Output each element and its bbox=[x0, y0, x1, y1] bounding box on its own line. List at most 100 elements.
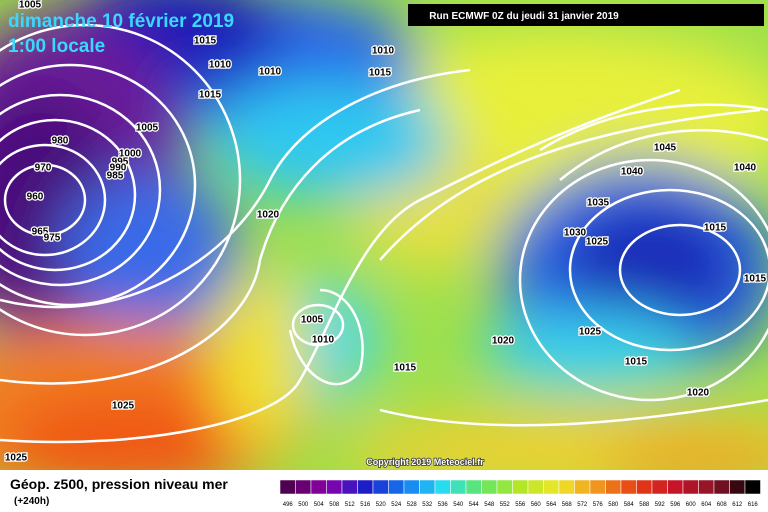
isobar-label: 975 bbox=[44, 233, 61, 244]
isobar-label: 1005 bbox=[136, 123, 159, 134]
scale-swatch bbox=[357, 479, 374, 495]
isobar-label: 1015 bbox=[625, 357, 648, 368]
isobar-label: 1010 bbox=[209, 60, 232, 71]
isobar-label: 1010 bbox=[372, 46, 395, 57]
time: 1:00 locale bbox=[8, 36, 105, 57]
scale-swatch bbox=[465, 479, 482, 495]
isobar-label: 1015 bbox=[194, 36, 217, 47]
scale-label: 604 bbox=[701, 502, 712, 508]
isobar-label: 1040 bbox=[734, 163, 757, 174]
isobar-label: 1020 bbox=[257, 210, 280, 221]
scale-label: 572 bbox=[577, 502, 588, 508]
field bbox=[0, 0, 768, 470]
scale-swatch bbox=[713, 479, 730, 495]
isobar-label: 1000 bbox=[119, 149, 142, 160]
scale-swatch bbox=[682, 479, 699, 495]
scale-label: 608 bbox=[717, 502, 728, 508]
isobar-label: 1045 bbox=[654, 143, 677, 154]
scale-swatch bbox=[310, 479, 327, 495]
isobar-label: 1025 bbox=[586, 237, 609, 248]
scale-label: 508 bbox=[329, 502, 340, 508]
isobar-label: 1035 bbox=[587, 198, 610, 209]
scale-swatch bbox=[388, 479, 405, 495]
scale-swatch bbox=[605, 479, 622, 495]
scale-swatch bbox=[558, 479, 575, 495]
isobar-label: 1020 bbox=[687, 388, 710, 399]
isobar-label: 980 bbox=[52, 136, 69, 147]
date: dimanche 10 février 2019 bbox=[8, 11, 234, 32]
isobar-label: 1010 bbox=[312, 335, 335, 346]
scale-swatch bbox=[698, 479, 715, 495]
scale-label: 576 bbox=[593, 502, 604, 508]
scale-label: 592 bbox=[655, 502, 666, 508]
footer-lead: (+240h) bbox=[14, 496, 49, 507]
scale-swatch bbox=[481, 479, 498, 495]
isobar-label: 1010 bbox=[259, 67, 282, 78]
scale-swatch bbox=[326, 479, 343, 495]
scale-swatch bbox=[403, 479, 420, 495]
scale-label: 612 bbox=[732, 502, 743, 508]
isobar-label: 1030 bbox=[564, 228, 587, 239]
scale-label: 504 bbox=[314, 502, 325, 508]
isobar-label: 1015 bbox=[199, 90, 222, 101]
scale-label: 524 bbox=[391, 502, 402, 508]
isobar-label: 1015 bbox=[704, 223, 727, 234]
scale-swatch bbox=[450, 479, 467, 495]
scale-label: 536 bbox=[438, 502, 449, 508]
scale-swatch bbox=[295, 479, 312, 495]
scale-swatch bbox=[729, 479, 746, 495]
isobar-label: 1005 bbox=[19, 0, 42, 11]
scale-swatch bbox=[636, 479, 653, 495]
scale-swatch bbox=[496, 479, 513, 495]
isobar-lines bbox=[0, 23, 768, 444]
run-box bbox=[408, 4, 764, 26]
scale-swatch bbox=[341, 479, 358, 495]
scale-label: 564 bbox=[546, 502, 557, 508]
scale-swatch bbox=[574, 479, 591, 495]
scale-label: 588 bbox=[639, 502, 650, 508]
scale-label: 540 bbox=[453, 502, 464, 508]
isobar-label: 1015 bbox=[744, 274, 767, 285]
isobar-label: 965 bbox=[32, 227, 49, 238]
scale-label: 552 bbox=[500, 502, 511, 508]
isobar-label: 1025 bbox=[5, 453, 28, 464]
scale-label: 600 bbox=[686, 502, 697, 508]
scale-swatch bbox=[589, 479, 606, 495]
isobar-label: 1015 bbox=[394, 363, 417, 374]
scale-label: 560 bbox=[531, 502, 542, 508]
isobar-label: 985 bbox=[107, 171, 124, 182]
footer-title: Géop. z500, pression niveau mer bbox=[10, 476, 228, 492]
scale-label: 516 bbox=[360, 502, 371, 508]
scale-swatch bbox=[419, 479, 436, 495]
scale-swatch bbox=[667, 479, 684, 495]
isobar-label: 960 bbox=[27, 192, 44, 203]
scale-label: 500 bbox=[298, 502, 309, 508]
scale-swatch bbox=[279, 479, 296, 495]
scale-swatch bbox=[543, 479, 560, 495]
scale-label: 496 bbox=[283, 502, 294, 508]
isobar-label: 1015 bbox=[369, 68, 392, 79]
copyright: Copyright 2019 Meteociel.fr bbox=[366, 457, 484, 467]
scale-label: 616 bbox=[748, 502, 759, 508]
run-text: Run ECMWF 0Z du jeudi 31 janvier 2019 bbox=[429, 11, 619, 22]
isobar-label: 1005 bbox=[301, 315, 324, 326]
scale-label: 532 bbox=[422, 502, 433, 508]
scale-swatch bbox=[620, 479, 637, 495]
scale-label: 520 bbox=[376, 502, 387, 508]
scale-swatch bbox=[527, 479, 544, 495]
isobar-label: 970 bbox=[35, 163, 52, 174]
scale-label: 556 bbox=[515, 502, 526, 508]
scale-label: 548 bbox=[484, 502, 495, 508]
scale-label: 528 bbox=[407, 502, 418, 508]
scale-label: 596 bbox=[670, 502, 681, 508]
scale-label: 580 bbox=[608, 502, 619, 508]
isobar-label: 990 bbox=[110, 163, 127, 174]
scale-swatch bbox=[512, 479, 529, 495]
isobar-label: 1025 bbox=[112, 401, 135, 412]
scale-label: 568 bbox=[562, 502, 573, 508]
isobar-label: 1025 bbox=[579, 327, 602, 338]
isobar-label: 995 bbox=[112, 157, 129, 168]
scale-swatch bbox=[651, 479, 668, 495]
